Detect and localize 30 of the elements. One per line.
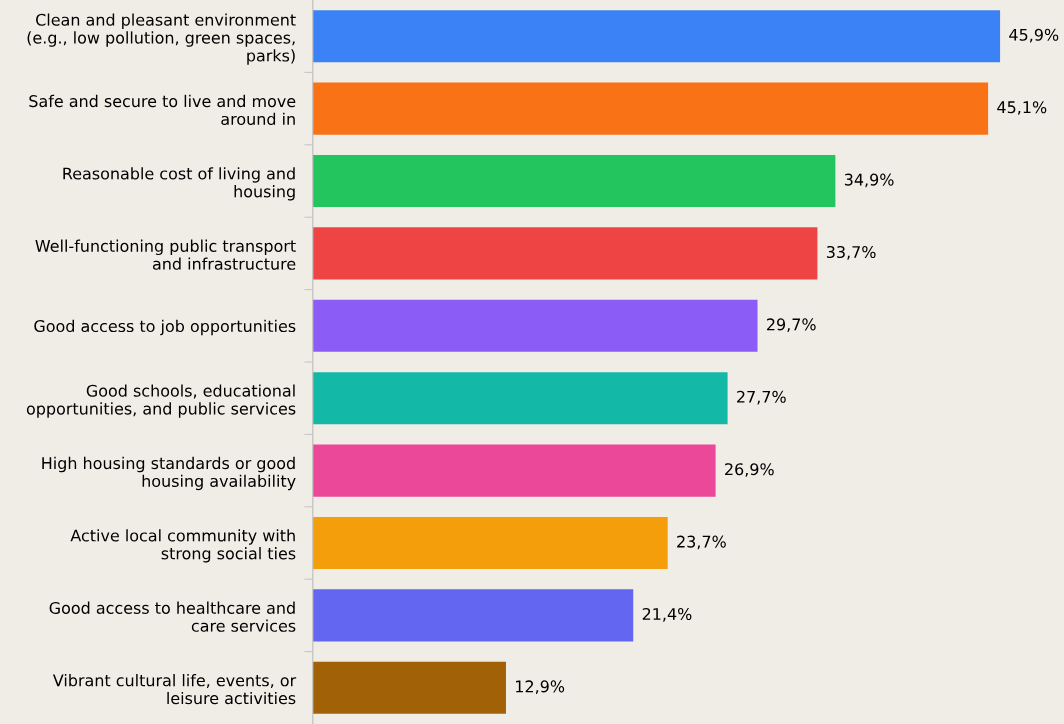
data-label: 33,7% (826, 245, 876, 260)
y-tick-label: Good access to job opportunities (34, 319, 296, 336)
data-label: 45,1% (997, 101, 1047, 115)
bar (312, 589, 634, 642)
data-label: 45,9% (1009, 28, 1059, 43)
y-tick-label: Good access to healthcare and care services (49, 601, 296, 632)
y-tick-label: Well-functioning public transport and infrastructure (35, 239, 296, 270)
y-tick-label: Vibrant cultural life, events, or leisure activities (52, 674, 297, 705)
y-tick-label: Reasonable cost of living and housing (63, 167, 295, 201)
y-tick-label: Clean and pleasant environment (e.g., low pollution, green spaces, parks) (27, 13, 296, 65)
bar (312, 82, 989, 135)
bar (312, 444, 716, 497)
data-label: 27,7% (737, 390, 786, 405)
bar (312, 227, 818, 280)
bar (312, 516, 668, 570)
bar (312, 10, 1001, 63)
bar (312, 299, 758, 352)
y-tick-label: High housing standards or good housing availability (42, 456, 296, 491)
data-label: 12,9% (516, 680, 565, 695)
bar (312, 661, 506, 714)
y-tick-label: Active local community with strong social ties (70, 529, 296, 563)
data-label: 21,4% (642, 607, 692, 622)
data-label: 29,7% (767, 318, 816, 333)
data-label: 34,9% (844, 173, 894, 188)
bar (312, 372, 728, 425)
data-label: 26,9% (725, 463, 774, 477)
y-tick-label: Safe and secure to live and move around in (29, 94, 296, 126)
bar (312, 154, 836, 208)
data-label: 23,7% (677, 535, 726, 550)
y-tick-label: Good schools, educational opportunities, and public services (26, 384, 296, 418)
